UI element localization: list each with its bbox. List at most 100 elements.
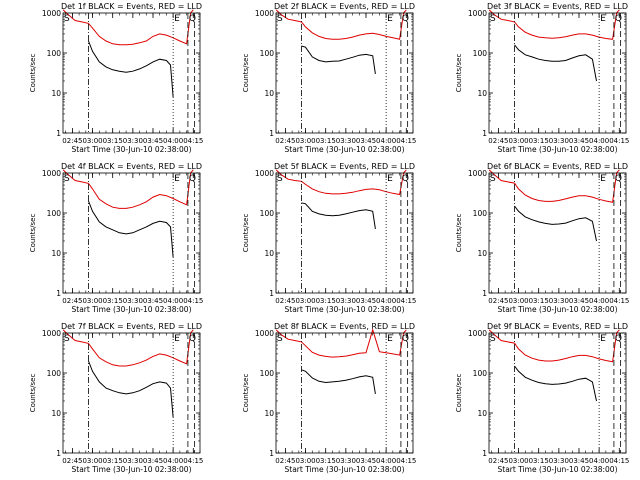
x-tick-label: 04:00 <box>376 457 396 465</box>
y-tick-label: 100 <box>473 49 488 58</box>
series-lld <box>276 328 407 358</box>
panel-title: Det 6f BLACK = Events, RED = LLD <box>487 162 628 171</box>
plot-frame <box>488 12 627 134</box>
plot-frame <box>488 332 627 454</box>
y-axis-label: Counts/sec <box>242 54 250 93</box>
x-tick-label: 04:15 <box>183 297 203 305</box>
x-tick-label: 03:00 <box>82 297 102 305</box>
x-axis-label: Start Time (30-Jun-10 02:38:00) <box>285 305 405 314</box>
y-axis-label: Counts/sec <box>455 374 463 413</box>
panel-5: Det 5f BLACK = Events, RED = LLD S E Q 1 10 10… <box>242 162 416 314</box>
x-tick-label: 04:15 <box>396 137 416 145</box>
marker-label-e: E <box>174 334 180 344</box>
x-tick-label: 03:30 <box>336 457 356 465</box>
marker-label-s: S <box>490 334 496 344</box>
panel-title: Det 4f BLACK = Events, RED = LLD <box>61 162 202 171</box>
x-axis-label: Start Time (30-Jun-10 02:38:00) <box>498 305 618 314</box>
y-tick-label: 1000 <box>42 169 61 178</box>
y-tick-label: 1000 <box>468 9 487 18</box>
marker-label-e: E <box>600 14 606 24</box>
x-tick-label: 02:45 <box>488 137 508 145</box>
marker-label-s: S <box>64 334 70 344</box>
x-tick-label: 03:30 <box>549 297 569 305</box>
panel-6: Det 6f BLACK = Events, RED = LLD S E Q 1 10 10… <box>455 162 629 314</box>
y-tick-label: 10 <box>264 249 274 258</box>
y-tick-label: 10 <box>51 409 61 418</box>
series-events <box>301 45 376 74</box>
x-tick-label: 03:15 <box>316 457 336 465</box>
y-tick-label: 1 <box>482 449 487 458</box>
plot-frame <box>275 12 414 134</box>
x-tick-label: 03:45 <box>356 137 376 145</box>
marker-label-s: S <box>64 14 70 24</box>
plot-frame <box>275 172 414 294</box>
x-tick-label: 04:15 <box>609 137 629 145</box>
y-tick-label: 1000 <box>468 169 487 178</box>
marker-label-s: S <box>277 334 283 344</box>
x-tick-label: 03:15 <box>529 457 549 465</box>
y-tick-label: 1000 <box>42 329 61 338</box>
x-tick-label: 04:15 <box>183 457 203 465</box>
y-axis-label: Counts/sec <box>29 54 37 93</box>
x-tick-label: 04:00 <box>376 297 396 305</box>
y-tick-label: 1000 <box>255 9 274 18</box>
panel-9: Det 9f BLACK = Events, RED = LLD S E Q 1 10 10… <box>455 322 629 474</box>
x-tick-label: 03:00 <box>295 137 315 145</box>
series-lld <box>63 9 194 46</box>
series-events <box>301 369 376 394</box>
y-tick-label: 1 <box>482 289 487 298</box>
x-tick-label: 03:45 <box>569 137 589 145</box>
marker-label-s: S <box>490 174 496 184</box>
y-axis-label: Counts/sec <box>29 374 37 413</box>
x-axis-label: Start Time (30-Jun-10 02:38:00) <box>72 465 192 474</box>
x-tick-label: 03:45 <box>356 457 376 465</box>
y-axis-label: Counts/sec <box>29 214 37 253</box>
marker-label-e: E <box>600 174 606 184</box>
x-tick-label: 02:45 <box>62 457 82 465</box>
x-tick-label: 04:00 <box>163 297 183 305</box>
series-lld <box>489 169 620 203</box>
x-axis-label: Start Time (30-Jun-10 02:38:00) <box>285 465 405 474</box>
marker-label-e: E <box>387 14 393 24</box>
x-tick-label: 02:45 <box>62 297 82 305</box>
series-lld <box>276 169 407 196</box>
panel-title: Det 8f BLACK = Events, RED = LLD <box>274 322 415 331</box>
y-tick-label: 10 <box>51 89 61 98</box>
y-tick-label: 100 <box>47 369 62 378</box>
panel-title: Det 5f BLACK = Events, RED = LLD <box>274 162 415 171</box>
x-tick-label: 04:15 <box>396 297 416 305</box>
x-axis-label: Start Time (30-Jun-10 02:38:00) <box>498 465 618 474</box>
plot-frame <box>62 332 201 454</box>
x-tick-label: 03:00 <box>295 297 315 305</box>
panel-2: Det 2f BLACK = Events, RED = LLD S E Q 1 10 10… <box>242 2 416 154</box>
marker-label-q: Q <box>615 14 622 24</box>
x-tick-label: 03:45 <box>356 297 376 305</box>
marker-label-s: S <box>490 14 496 24</box>
y-axis-label: Counts/sec <box>242 214 250 253</box>
x-tick-label: 02:45 <box>488 297 508 305</box>
series-events <box>88 40 174 97</box>
x-tick-label: 03:15 <box>103 457 123 465</box>
series-lld <box>63 329 194 367</box>
x-tick-label: 03:30 <box>549 457 569 465</box>
y-tick-label: 1000 <box>255 169 274 178</box>
y-tick-label: 1 <box>56 129 61 138</box>
marker-label-e: E <box>600 334 606 344</box>
y-tick-label: 100 <box>473 209 488 218</box>
x-tick-label: 03:45 <box>143 137 163 145</box>
marker-label-e: E <box>174 174 180 184</box>
marker-label-e: E <box>174 14 180 24</box>
x-tick-label: 03:30 <box>123 297 143 305</box>
x-tick-label: 03:00 <box>82 457 102 465</box>
x-axis-label: Start Time (30-Jun-10 02:38:00) <box>72 305 192 314</box>
y-tick-label: 1000 <box>255 329 274 338</box>
marker-label-q: Q <box>189 14 196 24</box>
marker-label-q: Q <box>189 334 196 344</box>
x-tick-label: 03:45 <box>143 457 163 465</box>
x-tick-label: 03:00 <box>82 137 102 145</box>
x-tick-label: 03:00 <box>508 297 528 305</box>
panel-7: Det 7f BLACK = Events, RED = LLD S E Q 1 10 10… <box>29 322 203 474</box>
marker-label-e: E <box>387 334 393 344</box>
y-tick-label: 10 <box>264 89 274 98</box>
